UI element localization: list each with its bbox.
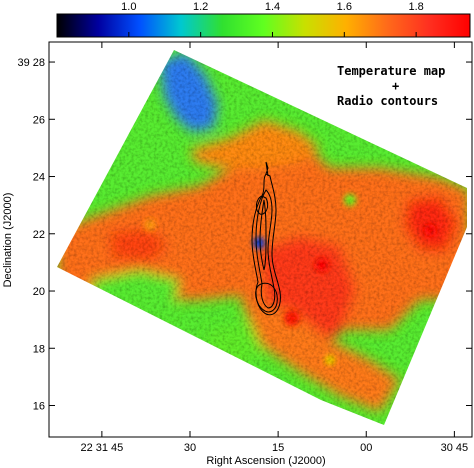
annotation-line-3: Radio contours <box>337 94 438 108</box>
annotation-line-1: Temperature map <box>337 64 445 78</box>
cool-blob <box>160 52 218 132</box>
scatter-hot-2 <box>424 224 436 236</box>
annotation-line-2: + <box>392 79 399 93</box>
y-axis-title: Declination (J2000) <box>2 193 14 288</box>
contour-outer <box>251 173 281 316</box>
contour-lobe-north <box>255 195 269 215</box>
scatter-warm-1 <box>144 219 156 231</box>
hot-spot-west <box>110 228 168 262</box>
y-tick-label: 24 <box>33 172 45 184</box>
scatter-yellow-1 <box>325 355 335 365</box>
x-tick-label: 15 <box>272 442 284 454</box>
x-tick-label: 30 <box>184 442 196 454</box>
contour-inner <box>259 199 267 271</box>
contour-lobe-south <box>255 282 278 313</box>
warm-band-upper <box>190 120 320 168</box>
colorbar-ticks: 1.0 1.2 1.4 1.6 1.8 <box>121 1 424 37</box>
y-tick-label: 39 28 <box>17 57 45 69</box>
warm-south <box>240 300 400 412</box>
scatter-green-1 <box>344 194 356 206</box>
x-tick-label: 30 45 <box>441 442 469 454</box>
x-tick-label: 00 <box>360 442 372 454</box>
colorbar-tick-label: 1.2 <box>193 1 208 13</box>
colorbar-tick-label: 1.0 <box>121 1 136 13</box>
y-tick-label: 20 <box>33 286 45 298</box>
scatter-hot-1 <box>315 258 329 272</box>
contour-mid <box>255 189 276 309</box>
y-tick-label: 26 <box>33 114 45 126</box>
plot-frame <box>48 41 473 438</box>
colorbar-tick-label: 1.4 <box>265 1 280 13</box>
axis-ticks: 22 31 45 30 15 00 30 45 39 28 26 24 22 20 18 16 <box>17 42 472 454</box>
scatter-hot-3 <box>284 310 300 326</box>
x-tick-label: 22 31 45 <box>80 442 123 454</box>
x-axis-title: Right Ascension (J2000) <box>206 455 325 467</box>
y-tick-label: 18 <box>33 343 45 355</box>
contour-jet-north <box>265 161 269 177</box>
central-source-core <box>253 237 265 249</box>
hot-spot-east <box>404 196 458 252</box>
y-tick-label: 16 <box>33 401 45 413</box>
colorbar-tick-label: 1.8 <box>408 1 423 13</box>
colorbar <box>56 13 471 38</box>
colorbar-tick-label: 1.6 <box>337 1 352 13</box>
radio-contours <box>251 161 281 316</box>
y-tick-label: 22 <box>33 229 45 241</box>
